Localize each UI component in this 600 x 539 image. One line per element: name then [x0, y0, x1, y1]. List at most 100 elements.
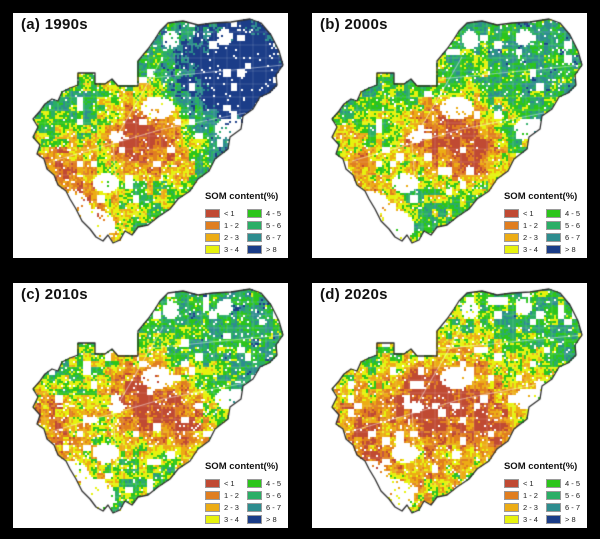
legend-item: 6 - 7: [246, 233, 281, 242]
legend-label: 2 - 3: [522, 233, 538, 242]
legend-label: 4 - 5: [265, 209, 281, 218]
legend-label: > 8: [265, 245, 277, 254]
legend-item: < 1: [503, 479, 538, 488]
legend-item: 2 - 3: [204, 233, 239, 242]
legend: SOM content(%) < 1 1 - 2 2 - 3 3 - 4 4 - 5 5 …: [201, 459, 284, 526]
legend-item: > 8: [545, 515, 580, 524]
legend: SOM content(%) < 1 1 - 2 2 - 3 3 - 4 4 - 5 5 …: [201, 189, 284, 256]
legend-swatch: [204, 209, 220, 218]
legend-label: 5 - 6: [265, 221, 281, 230]
legend-item: > 8: [545, 245, 580, 254]
legend-item: 3 - 4: [503, 515, 538, 524]
legend-label: 3 - 4: [522, 515, 538, 524]
legend-swatch: [246, 503, 262, 512]
legend-title: SOM content(%): [503, 461, 578, 472]
legend-item: 5 - 6: [246, 221, 281, 230]
legend-swatch: [204, 233, 220, 242]
legend-item: 2 - 3: [503, 233, 538, 242]
legend-item: 4 - 5: [545, 479, 580, 488]
legend-label: 3 - 4: [522, 245, 538, 254]
legend-swatch: [503, 479, 519, 488]
legend-label: < 1: [223, 479, 235, 488]
legend-label: 6 - 7: [564, 503, 580, 512]
legend-grid: < 1 1 - 2 2 - 3 3 - 4 4 - 5 5 - 6 6 - 7 > 8: [204, 209, 281, 254]
legend-item: < 1: [204, 209, 239, 218]
panel-2020s: (d) 2020s SOM content(%) < 1 1 - 2 2 - 3 3 …: [312, 283, 587, 528]
legend-item: 5 - 6: [545, 491, 580, 500]
legend-swatch: [246, 209, 262, 218]
legend-swatch: [545, 491, 561, 500]
legend-label: 6 - 7: [564, 233, 580, 242]
legend: SOM content(%) < 1 1 - 2 2 - 3 3 - 4 4 - 5 5 …: [500, 189, 583, 256]
legend-item: < 1: [204, 479, 239, 488]
legend-grid: < 1 1 - 2 2 - 3 3 - 4 4 - 5 5 - 6 6 - 7 > 8: [204, 479, 281, 524]
legend-label: 3 - 4: [223, 245, 239, 254]
legend-grid: < 1 1 - 2 2 - 3 3 - 4 4 - 5 5 - 6 6 - 7 > 8: [503, 479, 580, 524]
legend-item: 4 - 5: [246, 479, 281, 488]
legend-grid: < 1 1 - 2 2 - 3 3 - 4 4 - 5 5 - 6 6 - 7 > 8: [503, 209, 580, 254]
legend-label: 6 - 7: [265, 503, 281, 512]
legend-swatch: [545, 245, 561, 254]
legend-item: 3 - 4: [204, 245, 239, 254]
legend-swatch: [204, 515, 220, 524]
legend-swatch: [503, 209, 519, 218]
legend-swatch: [204, 245, 220, 254]
legend-swatch: [503, 491, 519, 500]
legend-swatch: [204, 479, 220, 488]
panel-2000s: (b) 2000s SOM content(%) < 1 1 - 2 2 - 3 3 …: [312, 13, 587, 258]
legend-label: 1 - 2: [522, 491, 538, 500]
legend-swatch: [545, 515, 561, 524]
legend-label: < 1: [522, 209, 534, 218]
legend-swatch: [503, 245, 519, 254]
legend-item: 1 - 2: [503, 221, 538, 230]
legend-label: 6 - 7: [265, 233, 281, 242]
legend-swatch: [545, 479, 561, 488]
legend-label: < 1: [223, 209, 235, 218]
legend-label: 4 - 5: [265, 479, 281, 488]
legend-item: 5 - 6: [545, 221, 580, 230]
legend-swatch: [503, 515, 519, 524]
legend-label: 2 - 3: [522, 503, 538, 512]
legend-label: 4 - 5: [564, 209, 580, 218]
legend-label: 1 - 2: [223, 221, 239, 230]
legend-swatch: [246, 233, 262, 242]
legend-label: > 8: [265, 515, 277, 524]
legend: SOM content(%) < 1 1 - 2 2 - 3 3 - 4 4 - 5 5 …: [500, 459, 583, 526]
legend-swatch: [545, 503, 561, 512]
legend-item: 6 - 7: [545, 503, 580, 512]
legend-swatch: [246, 515, 262, 524]
legend-item: > 8: [246, 245, 281, 254]
legend-swatch: [545, 209, 561, 218]
legend-label: < 1: [522, 479, 534, 488]
legend-swatch: [204, 503, 220, 512]
legend-item: 2 - 3: [503, 503, 538, 512]
legend-title: SOM content(%): [204, 191, 279, 202]
legend-item: 1 - 2: [204, 221, 239, 230]
legend-swatch: [204, 221, 220, 230]
legend-item: 1 - 2: [503, 491, 538, 500]
legend-item: 1 - 2: [204, 491, 239, 500]
legend-label: 5 - 6: [265, 491, 281, 500]
legend-label: 5 - 6: [564, 491, 580, 500]
legend-swatch: [204, 491, 220, 500]
legend-swatch: [503, 503, 519, 512]
legend-label: 4 - 5: [564, 479, 580, 488]
legend-swatch: [503, 221, 519, 230]
legend-label: 2 - 3: [223, 233, 239, 242]
legend-item: < 1: [503, 209, 538, 218]
legend-title: SOM content(%): [503, 191, 578, 202]
legend-swatch: [545, 233, 561, 242]
legend-swatch: [503, 233, 519, 242]
legend-label: > 8: [564, 515, 576, 524]
legend-label: > 8: [564, 245, 576, 254]
legend-item: 3 - 4: [503, 245, 538, 254]
legend-label: 1 - 2: [522, 221, 538, 230]
legend-item: 5 - 6: [246, 491, 281, 500]
legend-item: 3 - 4: [204, 515, 239, 524]
legend-label: 5 - 6: [564, 221, 580, 230]
legend-label: 1 - 2: [223, 491, 239, 500]
panel-2010s: (c) 2010s SOM content(%) < 1 1 - 2 2 - 3 3 …: [13, 283, 288, 528]
legend-item: 2 - 3: [204, 503, 239, 512]
legend-item: 6 - 7: [545, 233, 580, 242]
